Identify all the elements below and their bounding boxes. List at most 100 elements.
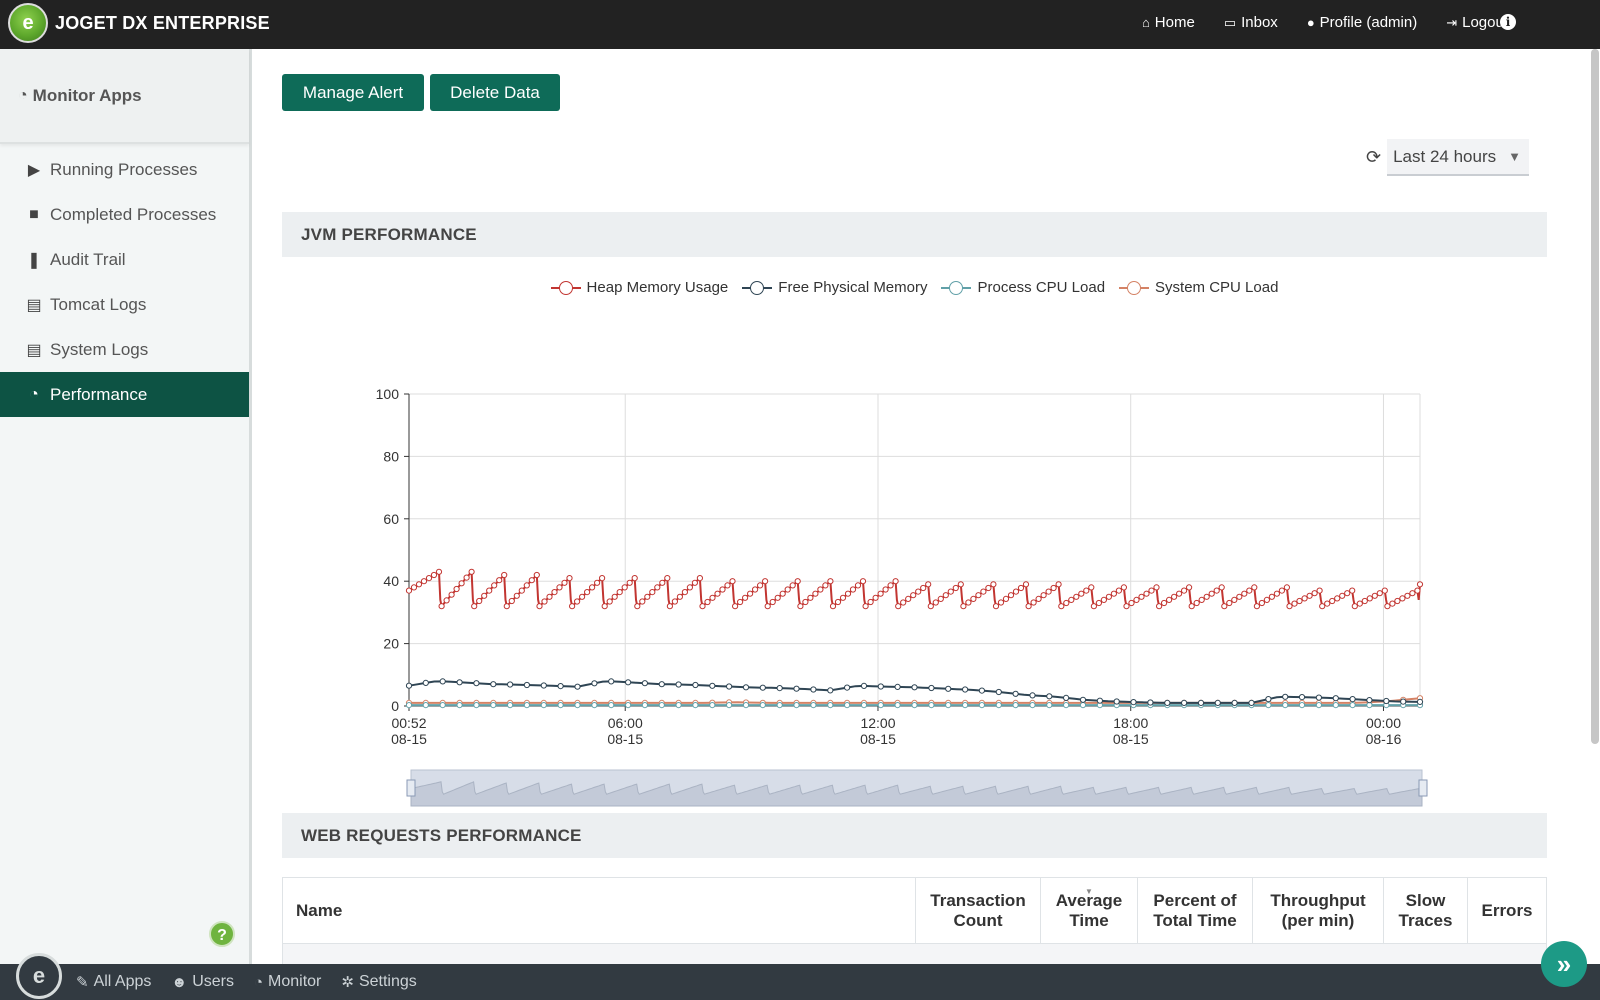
legend-marker-icon <box>550 280 581 295</box>
data-point <box>1083 587 1090 594</box>
data-point <box>752 586 759 593</box>
data-point <box>1344 590 1351 597</box>
help-icon[interactable]: ? <box>209 921 235 947</box>
time-range-value: Last 24 hours <box>1393 146 1497 166</box>
data-point <box>1012 702 1019 709</box>
data-point <box>528 577 535 584</box>
data-point <box>659 579 666 586</box>
col-percent-total-time[interactable]: Percent of Total Time <box>1137 878 1252 943</box>
data-point <box>507 702 514 709</box>
data-point <box>1399 595 1406 602</box>
legend-marker-icon <box>941 280 972 295</box>
sidebar-menu: ▶ Running Processes ■ Completed Processes … <box>0 147 249 417</box>
data-point <box>1253 603 1261 610</box>
admin-bar-all-apps[interactable]: ✎ All Apps <box>76 973 151 991</box>
admin-bar-users[interactable]: ☻ Users <box>171 973 234 991</box>
col-transaction-count[interactable]: Transaction Count <box>915 878 1040 943</box>
admin-bar-menu: ✎ All Apps ☻ Users ◔ Monitor ✲ Settings <box>76 964 437 1000</box>
data-point <box>589 584 596 591</box>
data-point <box>726 702 733 709</box>
data-point <box>995 688 1002 696</box>
data-point <box>817 586 824 593</box>
col-throughput[interactable]: Throughput (per min) <box>1252 878 1383 943</box>
col-slow-traces[interactable]: Slow Traces <box>1383 878 1467 943</box>
data-point <box>1221 603 1228 610</box>
admin-bar-settings[interactable]: ✲ Settings <box>341 973 416 991</box>
col-average-time[interactable]: ▼ Average Time <box>1040 878 1137 943</box>
data-point <box>540 702 547 709</box>
data-point <box>507 681 514 688</box>
data-point <box>1236 593 1243 600</box>
data-point <box>1115 587 1123 594</box>
data-point <box>995 702 1002 709</box>
nav-home[interactable]: ⌂ Home <box>1142 14 1195 31</box>
data-point <box>561 579 568 586</box>
sidebar-item-tomcat-logs[interactable]: ▤ Tomcat Logs <box>0 282 249 327</box>
sidebar-item-running-processes[interactable]: ▶ Running Processes <box>0 147 249 192</box>
data-point <box>415 581 423 588</box>
data-point <box>1161 599 1168 607</box>
sidebar-item-system-logs[interactable]: ▤ System Logs <box>0 327 249 372</box>
data-point <box>634 603 641 610</box>
delete-data-button[interactable]: Delete Data <box>430 74 560 111</box>
admin-bar-label: Users <box>192 973 234 990</box>
legend-item[interactable]: Heap Memory Usage <box>550 279 729 296</box>
y-tick-label: 80 <box>383 448 399 464</box>
data-point <box>644 593 651 600</box>
time-range-select[interactable]: Last 24 hours ▼ <box>1387 139 1529 176</box>
expand-admin-bar-button[interactable]: » <box>1541 941 1587 987</box>
sidebar-item-performance[interactable]: ◔ Performance <box>0 372 249 417</box>
legend-label: System CPU Load <box>1155 279 1279 296</box>
data-point <box>892 578 899 585</box>
admin-bar-monitor[interactable]: ◔ Monitor <box>254 973 321 991</box>
col-name[interactable]: Name <box>296 900 343 920</box>
data-point <box>1416 698 1424 705</box>
data-point <box>503 603 510 610</box>
data-point <box>724 582 731 589</box>
data-point <box>807 594 814 601</box>
data-point <box>1166 596 1173 603</box>
legend-label: Free Physical Memory <box>778 279 928 296</box>
data-point <box>1311 590 1318 597</box>
refresh-icon[interactable]: ⟳ <box>1366 147 1382 167</box>
data-point <box>985 584 992 592</box>
data-point <box>566 575 573 582</box>
data-point <box>957 581 964 588</box>
sort-desc-icon: ▼ <box>1085 887 1093 896</box>
data-point <box>827 702 834 709</box>
data-point <box>1030 599 1037 606</box>
data-point <box>676 593 683 600</box>
nav-inbox[interactable]: ▭ Inbox <box>1224 14 1278 31</box>
info-icon[interactable]: i <box>1500 14 1516 30</box>
sidebar-item-audit-trail[interactable]: ❚ Audit Trail <box>0 237 249 282</box>
bottom-admin-bar: e ✎ All Apps ☻ Users ◔ Monitor ✲ Settings <box>0 953 1600 1000</box>
legend-label: Heap Memory Usage <box>586 279 729 296</box>
sidebar-item-label: Audit Trail <box>50 249 126 269</box>
nav-logout[interactable]: ⇥ Logout <box>1446 14 1508 31</box>
data-point <box>774 594 781 601</box>
data-point <box>1231 699 1238 706</box>
brand[interactable]: e JOGET DX ENTERPRISE <box>8 3 270 43</box>
data-point <box>962 702 969 709</box>
data-point <box>945 685 952 692</box>
data-point <box>737 598 744 606</box>
col-errors[interactable]: Errors <box>1467 878 1546 943</box>
nav-profile[interactable]: ● Profile (admin) <box>1307 14 1417 31</box>
data-point <box>1349 696 1356 703</box>
data-point <box>420 578 428 585</box>
data-point <box>1110 590 1118 597</box>
page-scrollbar[interactable] <box>1591 49 1599 744</box>
legend-item[interactable]: System CPU Load <box>1119 279 1278 296</box>
data-point <box>1319 603 1326 610</box>
table-row[interactable] <box>283 944 1546 964</box>
data-point <box>797 603 804 610</box>
admin-bar-label: Settings <box>358 973 417 990</box>
sidebar: ◔ Monitor Apps ▶ Running Processes ■ Compl… <box>0 49 252 964</box>
legend-item[interactable]: Process CPU Load <box>941 279 1105 296</box>
sidebar-item-completed-processes[interactable]: ■ Completed Processes <box>0 192 249 237</box>
wrench-icon: ✎ <box>76 974 89 991</box>
admin-bar-logo-icon[interactable]: e <box>16 953 62 999</box>
manage-alert-button[interactable]: Manage Alert <box>282 74 424 111</box>
legend-item[interactable]: Free Physical Memory <box>742 279 927 296</box>
data-point <box>490 702 497 709</box>
